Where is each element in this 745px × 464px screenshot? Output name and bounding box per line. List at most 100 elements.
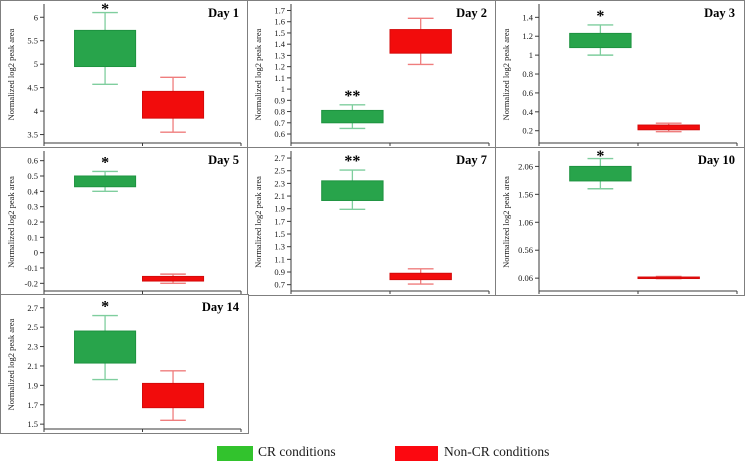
legend-noncr-swatch <box>395 446 438 461</box>
y-tick-label: 0 <box>34 248 38 258</box>
significance-marker: * <box>596 148 604 165</box>
box-cr <box>569 24 632 56</box>
y-tick-label: 1.4 <box>274 39 285 49</box>
y-tick-label: 2.5 <box>27 322 38 332</box>
y-axis-label: Normalized log2 peak area <box>6 318 16 410</box>
y-tick-label: 0.06 <box>518 273 533 283</box>
panel-day-5: -0.2 -0.1 0 0.1 0.2 0.3 0.4 0.5 0.6 Normalized lo… <box>0 147 249 296</box>
significance-marker: * <box>101 154 109 171</box>
y-tick-label: 1.9 <box>27 380 38 390</box>
box-cr <box>321 169 384 211</box>
box-cr <box>74 170 137 193</box>
y-tick-label: 1.4 <box>522 12 533 22</box>
y-tick-label: 0.3 <box>27 202 38 212</box>
y-tick-label: 1.5 <box>274 229 285 239</box>
box-noncr <box>389 268 452 285</box>
y-tick-label: 0.9 <box>274 95 285 105</box>
panel-title: Day 10 <box>698 153 735 167</box>
box-noncr <box>637 122 700 133</box>
y-axis-label: Normalized log2 peak area <box>253 176 263 268</box>
y-tick-label: 1.3 <box>274 242 285 252</box>
panel-title: Day 1 <box>208 6 239 20</box>
panel-title: Day 2 <box>456 6 487 20</box>
y-tick-label: 2.7 <box>274 153 285 163</box>
y-axis-label: Normalized log2 peak area <box>6 176 16 268</box>
significance-marker: * <box>596 8 604 25</box>
box-noncr <box>389 17 452 66</box>
significance-marker: * <box>101 1 109 18</box>
y-tick-label: 0.9 <box>274 267 285 277</box>
panel-title: Day 3 <box>704 6 735 20</box>
y-tick-label: 0.8 <box>274 107 285 117</box>
y-tick-label: 1.1 <box>274 254 285 264</box>
y-tick-label: -0.2 <box>25 278 38 288</box>
y-tick-label: 4 <box>34 106 39 116</box>
box-noncr <box>142 76 205 133</box>
panel-day-3: 0.2 0.4 0.6 0.8 1 1.2 1.4 Normalized log2 peak … <box>495 0 745 148</box>
y-tick-label: 0.2 <box>27 217 38 227</box>
y-axis-label: Normalized log2 peak area <box>501 176 511 268</box>
box-cr <box>74 11 137 86</box>
y-tick-label: 1 <box>281 84 285 94</box>
panel-day-14: 1.5 1.7 1.9 2.1 2.3 2.5 2.7 Normalized log2 pea… <box>0 294 249 434</box>
y-tick-label: 0.4 <box>522 107 533 117</box>
y-tick-label: 0.4 <box>27 186 38 196</box>
y-tick-label: 1.2 <box>522 31 533 41</box>
y-tick-label: 2.1 <box>27 361 38 371</box>
y-tick-label: 1.56 <box>518 189 533 199</box>
y-tick-label: 2.7 <box>27 303 38 313</box>
panel-day-7: 0.7 0.9 1.1 1.3 1.5 1.7 1.9 2.1 2.3 2.5 2.7 Normali… <box>247 147 497 296</box>
box-cr <box>321 104 384 130</box>
panel-day-2: 0.6 0.7 0.8 0.9 1 1.1 1.2 1.3 1.4 1.5 1.6 1.7 Normal… <box>247 0 497 148</box>
box-cr <box>569 157 632 190</box>
panel-day-1: 3.5 4 4.5 5 5.5 6 Normalized log2 peak area Day… <box>0 0 249 148</box>
y-tick-label: 1.5 <box>27 419 38 429</box>
y-tick-label: 1.1 <box>274 73 285 83</box>
legend-cr-swatch <box>217 446 253 461</box>
y-tick-label: 2.5 <box>274 166 285 176</box>
panel-title: Day 7 <box>456 153 487 167</box>
y-tick-label: 2.1 <box>274 191 285 201</box>
y-tick-label: 0.56 <box>518 245 533 255</box>
y-tick-label: 1 <box>529 50 533 60</box>
panel-day-10: 0.06 0.56 1.06 1.56 2.06 Normalized log2 peak… <box>495 147 745 296</box>
y-tick-label: 1.3 <box>274 50 285 60</box>
y-tick-label: 2.06 <box>518 161 533 171</box>
box-cr <box>74 314 137 381</box>
y-axis-label: Normalized log2 peak area <box>501 28 511 120</box>
y-axis-label: Normalized log2 peak area <box>6 28 16 120</box>
significance-marker: ** <box>344 88 360 105</box>
y-tick-label: 5 <box>34 59 38 69</box>
y-tick-label: 1.7 <box>274 5 285 15</box>
y-tick-label: 1.7 <box>27 400 38 410</box>
y-tick-label: 0.1 <box>27 232 38 242</box>
significance-marker: ** <box>344 153 360 170</box>
legend-noncr-label: Non-CR conditions <box>444 444 550 459</box>
y-tick-label: 1.06 <box>518 217 533 227</box>
y-tick-label: -0.1 <box>25 263 38 273</box>
y-tick-label: 1.6 <box>274 17 285 27</box>
box-noncr <box>637 275 700 280</box>
legend: CR conditions Non-CR conditions <box>0 440 745 464</box>
panel-title: Day 14 <box>202 300 240 314</box>
box-noncr <box>142 370 205 421</box>
y-tick-label: 2.3 <box>27 342 38 352</box>
y-tick-label: 0.6 <box>27 156 38 166</box>
y-tick-label: 0.7 <box>274 280 285 290</box>
y-tick-label: 0.5 <box>27 171 38 181</box>
y-tick-label: 0.6 <box>522 88 533 98</box>
significance-marker: * <box>101 299 109 316</box>
y-tick-label: 2.3 <box>274 178 285 188</box>
legend-cr-label: CR conditions <box>258 444 336 459</box>
y-axis-label: Normalized log2 peak area <box>253 28 263 120</box>
panel-title: Day 5 <box>208 153 239 167</box>
y-tick-label: 3.5 <box>27 130 38 140</box>
y-tick-label: 0.6 <box>274 129 285 139</box>
box-noncr <box>142 273 205 285</box>
y-tick-label: 4.5 <box>27 83 38 93</box>
y-tick-label: 1.9 <box>274 204 285 214</box>
y-tick-label: 5.5 <box>27 36 38 46</box>
y-tick-label: 0.8 <box>522 69 533 79</box>
y-tick-label: 1.7 <box>274 216 285 226</box>
